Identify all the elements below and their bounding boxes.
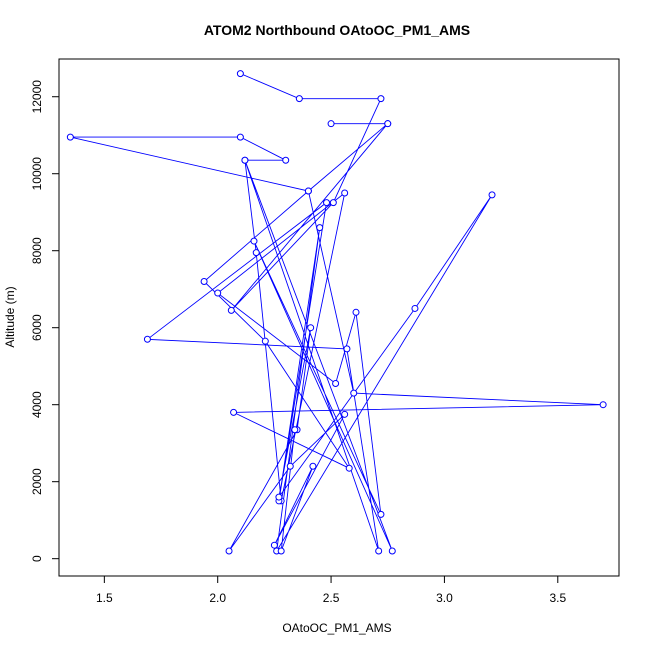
data-point [411,304,419,312]
data-point [345,464,353,472]
plot-frame [58,58,620,577]
series-layer [66,70,607,555]
data-point [270,541,278,549]
data-point [599,401,607,409]
data-point [236,70,244,78]
data-point [384,120,392,128]
data-point [236,133,244,141]
chart-title: ATOM2 Northbound OAtoOC_PM1_AMS [204,22,470,38]
data-point [377,510,385,518]
data-point [309,462,317,470]
data-point [241,156,249,164]
x-axis: 1.5 2.0 2.5 3.0 3.5 [96,575,566,605]
data-point [341,410,349,418]
data-point [327,120,335,128]
data-point [352,308,360,316]
y-tick-label: 12000 [30,80,44,114]
y-tick-label: 0 [30,555,44,562]
data-point [341,189,349,197]
data-point [227,306,235,314]
x-tick-label: 2.5 [323,591,340,605]
data-point [225,547,233,555]
data-point [323,199,331,207]
data-point [291,426,299,434]
data-point [295,95,303,103]
data-point [66,133,74,141]
data-point [388,547,396,555]
data-point [143,335,151,343]
x-tick-label: 3.0 [436,591,453,605]
data-point [252,249,260,257]
data-point [307,324,315,332]
data-point [275,493,283,501]
data-point [304,187,312,195]
data-point [316,224,324,232]
data-point [377,95,385,103]
y-tick-label: 2000 [30,468,44,495]
data-point [200,278,208,286]
data-point [286,462,294,470]
data-point [350,389,358,397]
x-tick-label: 3.5 [549,591,566,605]
series-line [70,73,604,552]
x-axis-label: OAtoOC_PM1_AMS [282,621,391,635]
data-point [329,199,337,207]
data-point [230,408,238,416]
data-point [488,191,496,199]
y-axis-label: Altitude (m) [3,286,17,347]
y-tick-label: 8000 [30,237,44,264]
y-axis: 0 2000 4000 6000 8000 10000 12000 [30,80,60,562]
data-point [261,337,269,345]
data-point [277,547,285,555]
data-point [375,547,383,555]
x-tick-label: 1.5 [96,591,113,605]
data-point [250,237,258,245]
y-tick-label: 4000 [30,391,44,418]
x-tick-label: 2.0 [209,591,226,605]
data-point [282,156,290,164]
y-tick-label: 10000 [30,157,44,191]
y-tick-label: 6000 [30,314,44,341]
data-point [332,380,340,388]
data-point [343,345,351,353]
data-point [214,289,222,297]
